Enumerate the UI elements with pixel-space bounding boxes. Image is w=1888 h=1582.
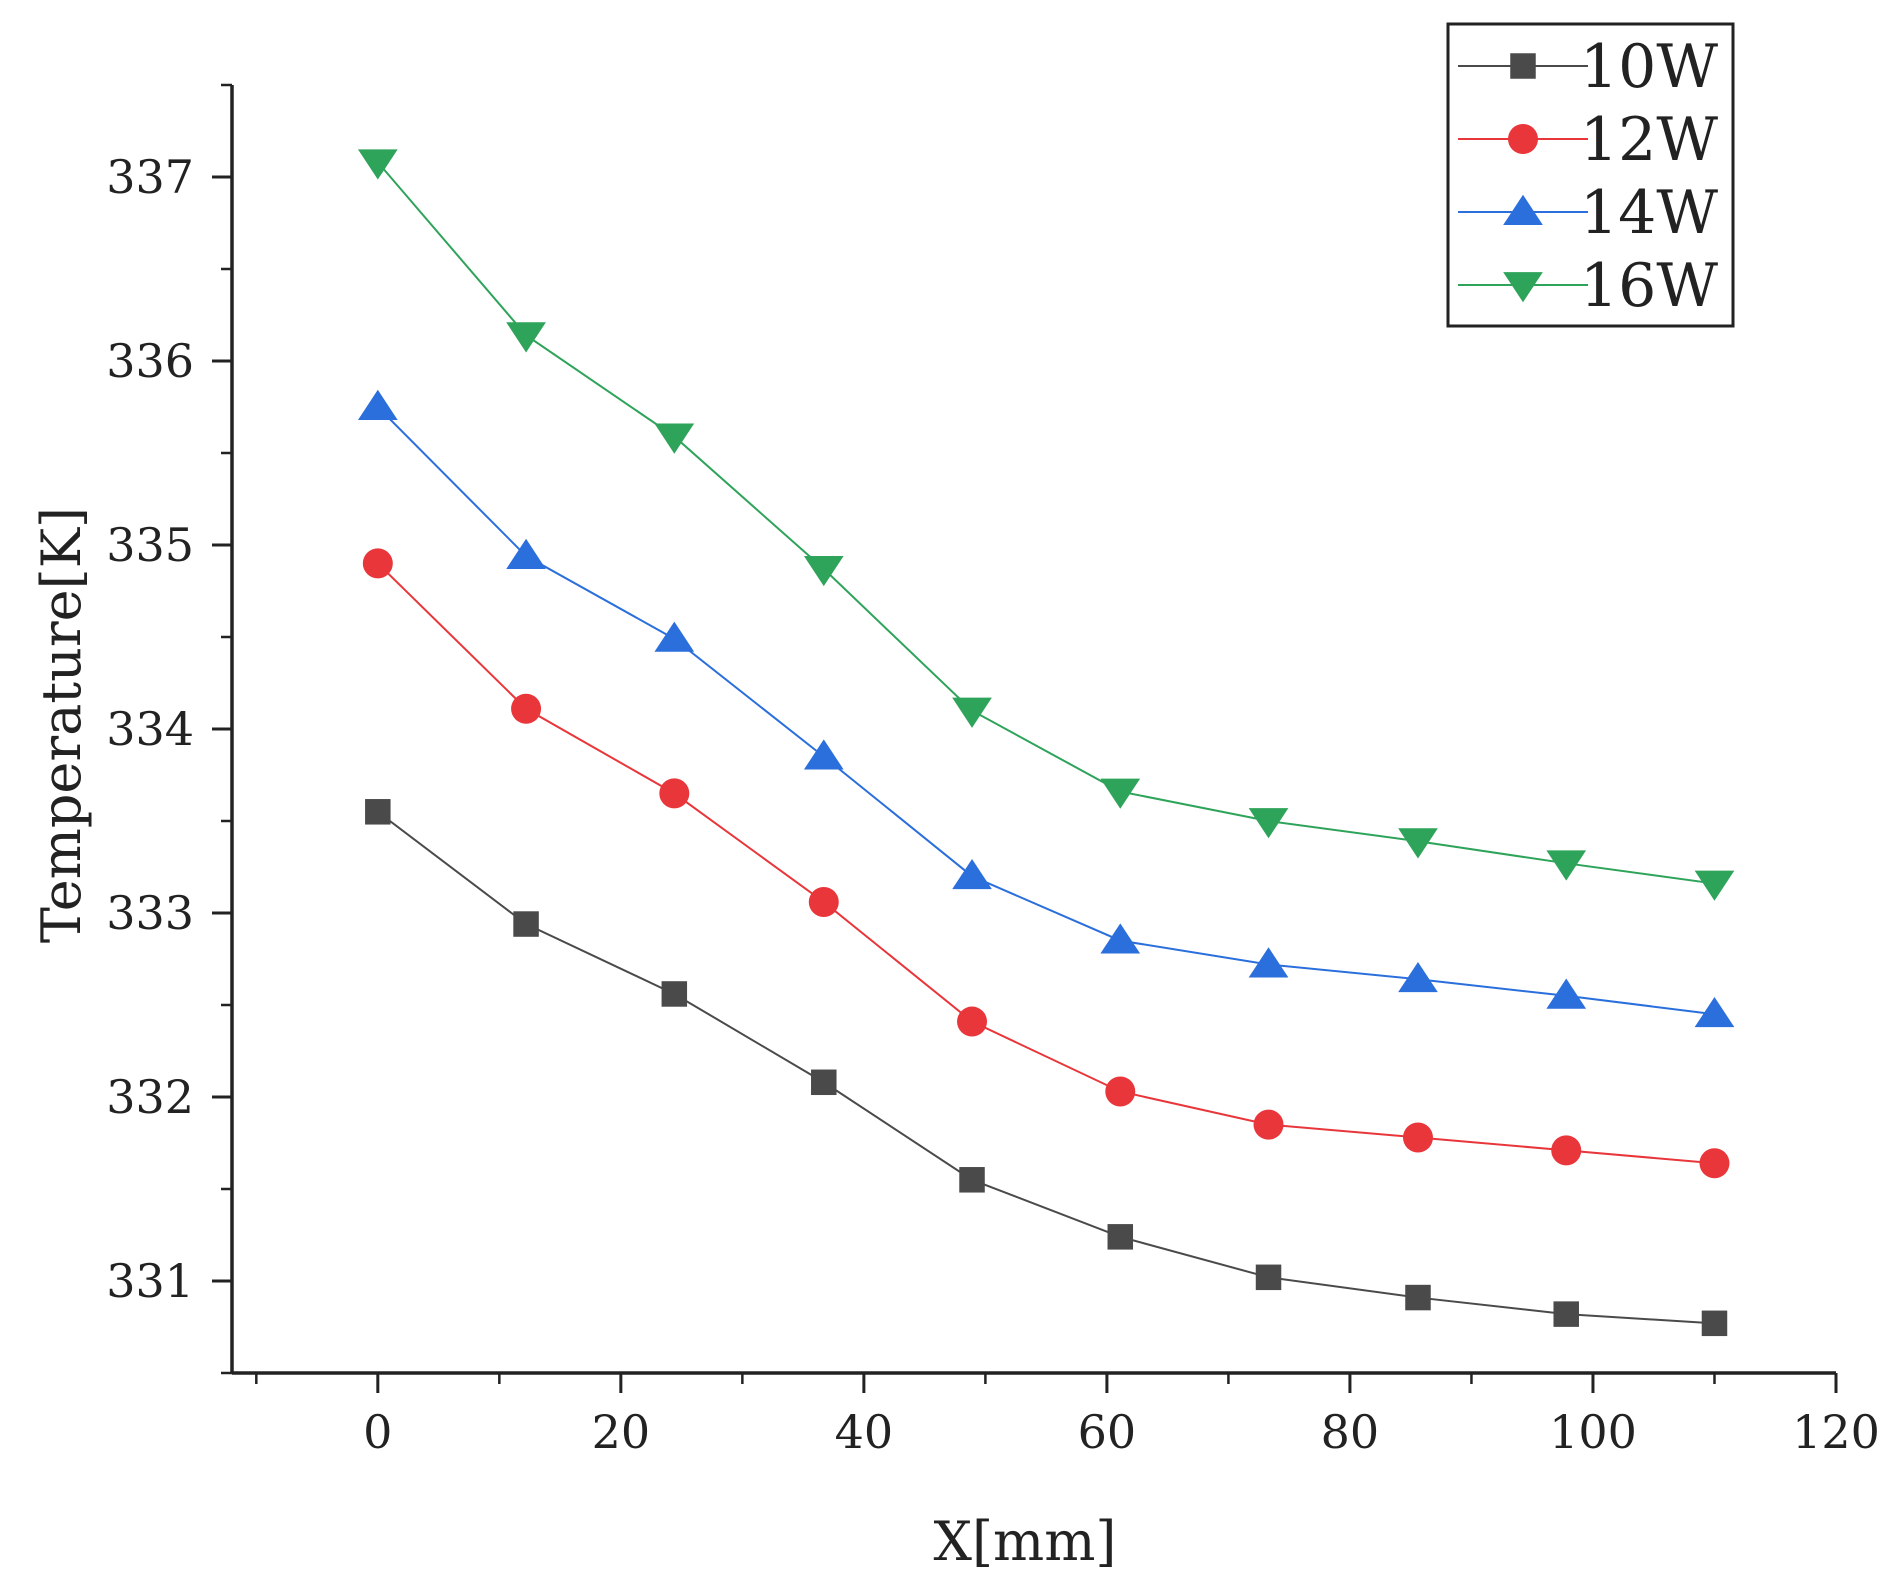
legend-label: 10W: [1580, 32, 1718, 102]
axes: 0 20 40 60 80 100 120 331 332 333 334 335 336 337: [106, 83, 1880, 1459]
legend-label: 16W: [1580, 251, 1718, 321]
data-point: [1694, 996, 1735, 1028]
data-point: [1546, 850, 1587, 881]
series-line: [377, 161, 1715, 885]
legend-entry-14W: 14W: [1458, 178, 1718, 248]
legend-entry-12W: 12W: [1458, 105, 1718, 175]
y-tick-label: 337: [106, 150, 194, 204]
data-point: [1546, 978, 1587, 1009]
data-point: [1402, 1122, 1433, 1153]
data-point: [661, 981, 688, 1007]
series-16W: [357, 149, 1735, 901]
legend-marker: [1508, 124, 1538, 154]
data-point: [808, 886, 839, 917]
data-point: [1694, 870, 1735, 901]
data-point: [1248, 947, 1289, 978]
data-point: [1100, 923, 1141, 954]
data-point: [357, 149, 398, 180]
data-point: [506, 322, 546, 353]
x-tick-label: 20: [592, 1405, 651, 1459]
y-tick-label: 333: [106, 886, 194, 940]
series-14W: [357, 389, 1735, 1028]
series-10W: [365, 799, 1728, 1337]
x-tick-label: 120: [1792, 1405, 1880, 1459]
data-point: [1551, 1135, 1582, 1166]
x-tick-label: 100: [1549, 1405, 1637, 1459]
y-tick-label: 332: [106, 1070, 194, 1124]
data-point: [1398, 828, 1438, 859]
data-point: [803, 555, 844, 587]
data-point: [654, 423, 695, 454]
data-point: [1253, 1109, 1284, 1140]
data-point: [959, 1167, 985, 1193]
series-line: [377, 406, 1715, 1016]
data-point: [1105, 1076, 1136, 1107]
data-point: [957, 1006, 988, 1037]
x-axis-title: X[mm]: [934, 1510, 1117, 1573]
data-point: [362, 548, 393, 579]
legend-label: 14W: [1580, 178, 1718, 248]
data-point: [952, 858, 992, 890]
data-point: [1405, 1284, 1431, 1311]
y-axis-title: Temperature[K]: [30, 507, 93, 943]
legend-label: 12W: [1580, 105, 1718, 175]
data-point: [365, 799, 391, 825]
data-point: [659, 778, 690, 809]
legend-entry-10W: 10W: [1458, 32, 1718, 102]
series-layer: [357, 149, 1735, 1337]
x-tick-label: 80: [1321, 1405, 1380, 1459]
x-tick-label: 60: [1078, 1405, 1137, 1459]
data-point: [1255, 1264, 1282, 1291]
data-point: [511, 693, 542, 724]
data-point: [1398, 961, 1438, 993]
data-point: [357, 389, 398, 420]
data-point: [1553, 1301, 1579, 1327]
data-point: [1100, 778, 1141, 809]
data-point: [803, 739, 844, 770]
data-point: [952, 697, 992, 728]
y-tick-label: 334: [106, 702, 194, 756]
data-point: [654, 621, 695, 652]
series-12W: [362, 548, 1730, 1179]
series-line: [377, 562, 1715, 1165]
data-point: [1699, 1148, 1730, 1179]
data-point: [1701, 1310, 1728, 1337]
data-point: [513, 911, 539, 937]
x-tick-label: 40: [835, 1405, 894, 1459]
data-point: [811, 1069, 837, 1096]
legend-marker: [1503, 194, 1543, 225]
y-tick-label: 331: [106, 1254, 194, 1308]
series-line: [377, 811, 1715, 1325]
legend-marker: [1510, 53, 1536, 79]
y-tick-label: 336: [106, 334, 194, 388]
legend-marker: [1503, 272, 1543, 303]
data-point: [506, 538, 546, 569]
x-tick-label: 0: [363, 1405, 392, 1459]
y-tick-label: 335: [106, 518, 194, 572]
data-point: [1107, 1224, 1134, 1250]
data-point: [1248, 808, 1289, 839]
legend-entry-16W: 16W: [1458, 251, 1718, 321]
legend-box: [1446, 22, 1735, 328]
